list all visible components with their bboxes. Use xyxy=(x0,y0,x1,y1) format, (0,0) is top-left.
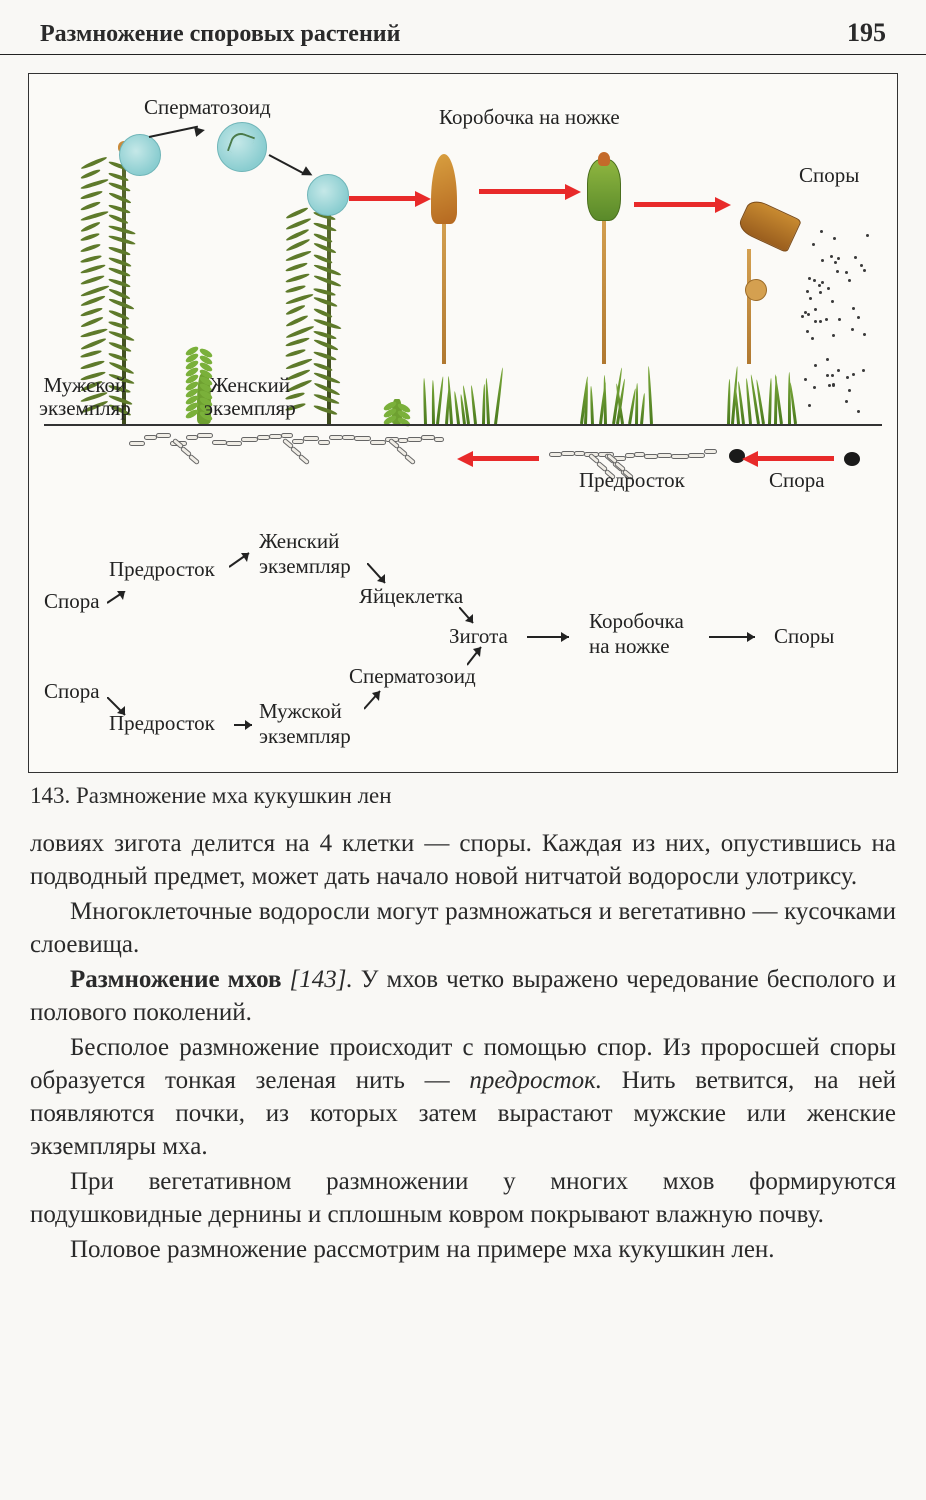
sarrow-capsule-spores xyxy=(709,629,769,650)
sarrow-spora2-pred2 xyxy=(107,697,137,727)
header-title: Размножение споровых растений xyxy=(40,21,400,48)
spore-ground xyxy=(844,452,860,466)
page-number: 195 xyxy=(847,18,886,48)
sarrow-male-sperm xyxy=(364,687,394,717)
sch-spora-2: Спора xyxy=(44,679,100,704)
sarrow-female-egg xyxy=(367,563,397,598)
para-3: Размножение мхов [143]. У мхов четко выр… xyxy=(30,963,896,1029)
sarrow-egg-zygote xyxy=(459,607,489,637)
sperm-cell-2 xyxy=(217,122,267,172)
para-2: Многоклеточные водоросли могут размножат… xyxy=(30,895,896,961)
para-3-title: Размножение мхов xyxy=(70,966,290,993)
grass-3 xyxy=(719,364,799,424)
label-spermatozoid: Сперматозоид xyxy=(144,96,271,119)
grass-1 xyxy=(419,364,499,424)
sarrow-pred2-male xyxy=(234,717,262,738)
sarrow-sperm-zygote xyxy=(467,643,497,673)
label-female-specimen: Женский экземпляр xyxy=(204,374,296,420)
rhizoid-left xyxy=(129,429,449,489)
sch-female-ex: Женский экземпляр xyxy=(259,529,351,579)
figure-caption: 143. Размножение мха кукушкин лен xyxy=(30,783,896,809)
page: Размножение споровых растений 195 Сперма… xyxy=(0,0,926,1500)
figure-143: Сперматозоид Коробочка на ножке Споры Му… xyxy=(28,73,898,773)
sarrow-zygote-capsule xyxy=(527,629,582,650)
sperm-cell-3 xyxy=(307,174,349,216)
spore-dots xyxy=(789,229,879,429)
para-4: Бесполое размножение происходит с помощь… xyxy=(30,1031,896,1163)
sch-sperm: Сперматозоид xyxy=(349,664,476,689)
label-capsule-on-stalk: Коробочка на ножке xyxy=(439,106,620,129)
rhizoid-right xyxy=(549,444,729,464)
sch-spores: Споры xyxy=(774,624,834,649)
sch-spora-1: Спора xyxy=(44,589,100,614)
sch-male-ex: Мужской экземпляр xyxy=(259,699,351,749)
young-moss-small xyxy=(389,399,405,424)
sarrow-pred1-female xyxy=(229,551,259,576)
para-5: При вегетативном размножении у многих мх… xyxy=(30,1165,896,1231)
body-text: ловиях зигота делится на 4 клетки — спор… xyxy=(0,827,926,1298)
grass-2 xyxy=(574,364,654,424)
label-male-specimen: Мужской экземпляр xyxy=(39,374,131,420)
para-1: ловиях зигота делится на 4 клетки — спор… xyxy=(30,827,896,893)
sch-predrostok-1: Предросток xyxy=(109,557,215,582)
sperm-cell-1 xyxy=(119,134,161,176)
label-spores: Споры xyxy=(799,164,859,187)
ground-line xyxy=(44,424,882,426)
para-4b: предросток. xyxy=(469,1067,602,1094)
figure-lower-schematic: Женский экземпляр Предросток Спора Яйцек… xyxy=(29,519,897,773)
sarrow-spora1-predrostok1 xyxy=(107,591,137,621)
sch-capsule: Коробочка на ножке xyxy=(589,609,684,659)
para-6: Половое размножение рассмотрим на пример… xyxy=(30,1233,896,1266)
page-header: Размножение споровых растений 195 xyxy=(0,0,926,55)
label-protonema: Предросток xyxy=(579,469,685,492)
label-spore: Спора xyxy=(769,469,825,492)
para-3-ref: [143]. xyxy=(290,966,353,993)
figure-upper-illustration: Сперматозоид Коробочка на ножке Споры Му… xyxy=(29,74,897,519)
female-moss-plant xyxy=(309,199,349,424)
